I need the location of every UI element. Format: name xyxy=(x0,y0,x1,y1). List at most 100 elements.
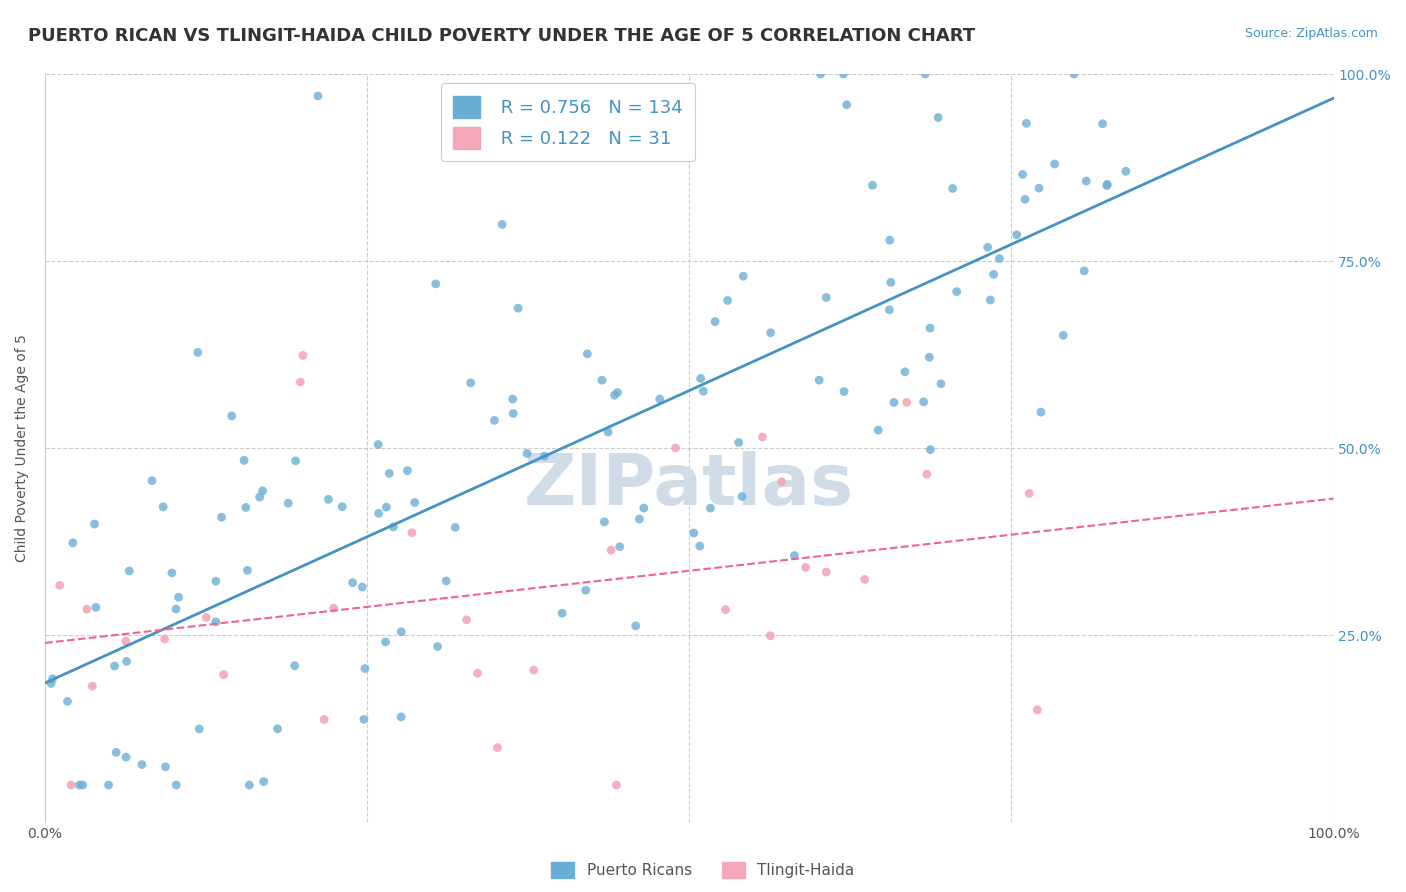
Point xyxy=(759,326,782,340)
Point xyxy=(853,573,876,587)
Point xyxy=(60,778,83,792)
Text: PUERTO RICAN VS TLINGIT-HAIDA CHILD POVERTY UNDER THE AGE OF 5 CORRELATION CHART: PUERTO RICAN VS TLINGIT-HAIDA CHILD POVE… xyxy=(28,27,976,45)
Point xyxy=(598,425,620,439)
Point xyxy=(266,722,288,736)
Point xyxy=(460,376,482,390)
Point xyxy=(291,348,314,362)
Point xyxy=(883,395,905,409)
Point xyxy=(195,610,218,624)
Point xyxy=(39,676,62,690)
Point xyxy=(131,757,153,772)
Point xyxy=(945,285,967,299)
Point xyxy=(593,515,616,529)
Point xyxy=(401,525,423,540)
Point xyxy=(236,563,259,577)
Point xyxy=(1018,486,1040,500)
Point xyxy=(352,580,374,594)
Point xyxy=(815,565,838,579)
Point xyxy=(67,778,90,792)
Point xyxy=(165,602,187,616)
Point xyxy=(929,376,952,391)
Y-axis label: Child Poverty Under the Age of 5: Child Poverty Under the Age of 5 xyxy=(15,334,30,562)
Point xyxy=(920,321,942,335)
Point xyxy=(692,384,714,399)
Point xyxy=(212,667,235,681)
Point xyxy=(704,315,727,329)
Point xyxy=(1052,328,1074,343)
Point xyxy=(815,291,838,305)
Point xyxy=(235,500,257,515)
Text: ZIPatlas: ZIPatlas xyxy=(524,451,855,520)
Point xyxy=(404,495,426,509)
Point xyxy=(731,490,754,504)
Point xyxy=(808,373,831,387)
Point xyxy=(879,233,901,247)
Point xyxy=(1015,116,1038,130)
Point xyxy=(896,395,918,409)
Point xyxy=(1011,168,1033,182)
Point xyxy=(353,712,375,726)
Legend: Puerto Ricans, Tlingit-Haida: Puerto Ricans, Tlingit-Haida xyxy=(546,856,860,884)
Point xyxy=(551,606,574,620)
Point xyxy=(689,539,711,553)
Point xyxy=(41,672,63,686)
Point xyxy=(600,543,623,558)
Point xyxy=(751,430,773,444)
Point xyxy=(277,496,299,510)
Point xyxy=(880,276,903,290)
Point xyxy=(56,694,79,708)
Point xyxy=(426,640,449,654)
Point xyxy=(1014,192,1036,206)
Point xyxy=(491,218,513,232)
Point xyxy=(648,392,671,406)
Point xyxy=(72,778,94,792)
Point xyxy=(314,713,336,727)
Point xyxy=(717,293,740,308)
Point xyxy=(633,501,655,516)
Point xyxy=(918,350,941,364)
Point xyxy=(832,384,855,399)
Point xyxy=(609,540,631,554)
Point xyxy=(523,663,546,677)
Point xyxy=(118,564,141,578)
Point xyxy=(979,293,1001,307)
Point xyxy=(62,536,84,550)
Point xyxy=(1029,405,1052,419)
Point xyxy=(927,111,949,125)
Point xyxy=(367,507,389,521)
Point xyxy=(252,483,274,498)
Point xyxy=(76,602,98,616)
Point xyxy=(249,490,271,504)
Point xyxy=(894,365,917,379)
Point xyxy=(382,520,405,534)
Point xyxy=(105,745,128,759)
Point xyxy=(502,406,524,420)
Point xyxy=(1115,164,1137,178)
Point xyxy=(103,659,125,673)
Legend:  R = 0.756   N = 134,  R = 0.122   N = 31: R = 0.756 N = 134, R = 0.122 N = 31 xyxy=(440,83,695,161)
Point xyxy=(1091,117,1114,131)
Point xyxy=(915,467,938,482)
Point xyxy=(516,446,538,460)
Point xyxy=(1076,174,1098,188)
Point xyxy=(284,658,307,673)
Point xyxy=(1026,703,1049,717)
Point xyxy=(682,525,704,540)
Point xyxy=(988,252,1011,266)
Point xyxy=(49,578,72,592)
Point xyxy=(167,591,190,605)
Point xyxy=(733,269,755,284)
Point xyxy=(591,373,613,387)
Point xyxy=(238,778,260,792)
Point xyxy=(1073,264,1095,278)
Point xyxy=(624,619,647,633)
Point xyxy=(942,181,965,195)
Point xyxy=(253,774,276,789)
Point xyxy=(375,500,398,515)
Point xyxy=(211,510,233,524)
Point xyxy=(165,778,187,792)
Point xyxy=(187,345,209,359)
Point xyxy=(832,67,855,81)
Point xyxy=(1028,181,1050,195)
Point xyxy=(603,388,626,402)
